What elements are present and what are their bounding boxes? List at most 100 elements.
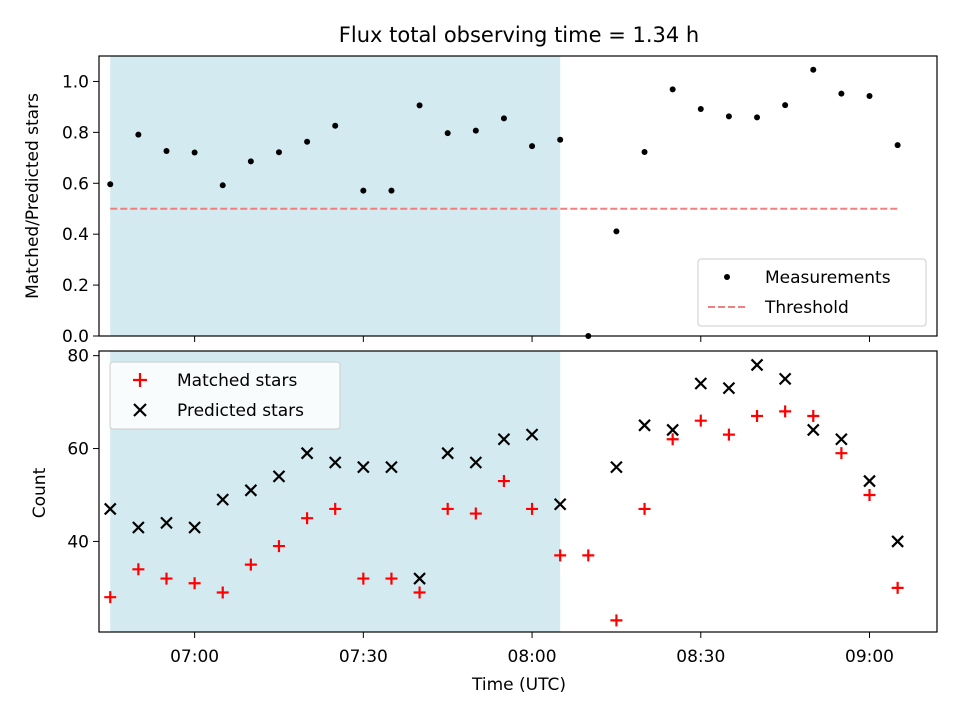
matched-star-point — [301, 512, 314, 525]
measurement-point — [810, 66, 817, 73]
predicted-star-point — [272, 470, 286, 483]
measurement-point — [529, 143, 536, 150]
predicted-star-point — [835, 432, 848, 446]
matched-star-point — [469, 507, 482, 520]
x-tick-label: 07:00 — [170, 647, 219, 667]
bottom-legend: Matched stars Predicted stars — [109, 361, 341, 430]
legend-matched-marker — [133, 373, 147, 387]
legend-measurements-marker — [724, 274, 730, 280]
predicted-star-point — [441, 446, 454, 460]
top-shaded-region — [110, 56, 561, 336]
predicted-star-point — [610, 460, 623, 474]
matched-star-point — [835, 447, 848, 460]
matched-star-point — [638, 502, 651, 515]
matched-star-point — [216, 586, 229, 599]
predicted-star-point — [497, 432, 511, 446]
predicted-star-point — [891, 535, 904, 548]
matched-star-point — [722, 428, 735, 441]
top-axes-frame — [98, 55, 938, 337]
measurement-point — [332, 122, 339, 129]
bottom-y-axis-label: Count — [30, 467, 50, 518]
top-x-ticks — [194, 336, 871, 342]
predicted-star-point — [553, 497, 567, 511]
measurement-point — [697, 105, 704, 112]
matched-star-point — [132, 563, 145, 576]
measurement-point — [219, 182, 226, 189]
bottom-y-tick-label: 60 — [67, 440, 89, 460]
predicted-star-point — [750, 358, 764, 372]
predicted-star-point — [244, 484, 258, 497]
bottom-axes-frame — [98, 350, 938, 633]
matched-star-point — [329, 502, 342, 515]
matched-star-point — [554, 549, 567, 562]
bottom-legend-box — [109, 361, 341, 430]
bottom-x-ticks: 07:00 07:30 08:00 08:30 09:00 — [170, 632, 894, 667]
measurement-point — [135, 131, 142, 138]
predicted-star-point — [328, 456, 342, 469]
x-axis-label: Time (UTC) — [471, 675, 566, 695]
legend-predicted-label: Predicted stars — [177, 401, 304, 421]
top-legend-box — [697, 258, 927, 327]
bottom-y-ticks: 40 60 80 — [67, 347, 99, 552]
measurement-point — [500, 115, 507, 122]
predicted-star-point — [357, 460, 370, 474]
predicted-star-point — [863, 474, 876, 488]
legend-measurements-label: Measurements — [765, 268, 891, 288]
matched-star-point — [666, 433, 679, 446]
measurement-point — [472, 127, 479, 134]
predicted-star-point — [160, 516, 173, 530]
measurement-point — [557, 136, 564, 143]
bottom-plot-marks — [103, 358, 904, 627]
matched-star-point — [694, 414, 707, 427]
matched-star-point — [863, 488, 876, 501]
measurement-point — [163, 147, 170, 154]
matched-star-point — [751, 410, 764, 423]
measurement-point — [669, 86, 676, 93]
matched-star-point — [779, 405, 792, 418]
matched-star-point — [413, 586, 426, 599]
measurement-point — [641, 148, 648, 155]
top-panel: 0.0 0.2 0.4 0.6 0.8 1.0 Flux total observing … — [23, 23, 938, 347]
predicted-star-point — [666, 423, 679, 437]
matched-star-point — [385, 572, 398, 585]
x-tick-label: 08:00 — [508, 647, 557, 667]
matched-star-point — [104, 591, 117, 604]
predicted-star-point — [385, 460, 398, 474]
matched-star-point — [441, 502, 454, 515]
predicted-star-point — [413, 572, 426, 585]
predicted-star-point — [103, 502, 117, 516]
top-y-axis-label: Matched/Predicted stars — [23, 93, 43, 299]
predicted-star-point — [694, 377, 708, 390]
legend-predicted-marker — [133, 403, 147, 417]
matched-star-point — [807, 410, 820, 423]
measurement-point — [838, 90, 845, 97]
measurement-point — [444, 130, 451, 137]
matched-star-point — [891, 581, 904, 594]
matched-star-point — [272, 540, 285, 553]
predicted-star-point — [469, 456, 483, 469]
matched-star-point — [610, 614, 623, 627]
matched-star-point — [244, 558, 257, 571]
measurement-point — [416, 102, 423, 109]
matched-star-point — [582, 549, 595, 562]
predicted-star-point — [806, 423, 820, 437]
measurement-point — [894, 142, 901, 149]
top-y-tick-label: 0.2 — [62, 276, 89, 296]
top-y-tick-label: 0.8 — [62, 123, 89, 143]
measurement-point — [754, 114, 761, 121]
measurement-point — [866, 92, 873, 99]
predicted-star-point — [722, 381, 736, 395]
x-tick-label: 08:30 — [676, 647, 725, 667]
measurement-point — [275, 149, 282, 156]
measurement-point — [107, 181, 114, 188]
measurement-point — [613, 228, 620, 235]
legend-threshold-label: Threshold — [764, 298, 849, 318]
top-legend: Measurements Threshold — [697, 258, 927, 327]
top-y-tick-label: 0.6 — [62, 174, 89, 194]
chart-title: Flux total observing time = 1.34 h — [339, 23, 699, 47]
top-y-tick-label: 1.0 — [62, 72, 89, 92]
matched-star-point — [357, 572, 370, 585]
predicted-star-point — [132, 521, 145, 534]
measurement-point — [247, 158, 254, 165]
